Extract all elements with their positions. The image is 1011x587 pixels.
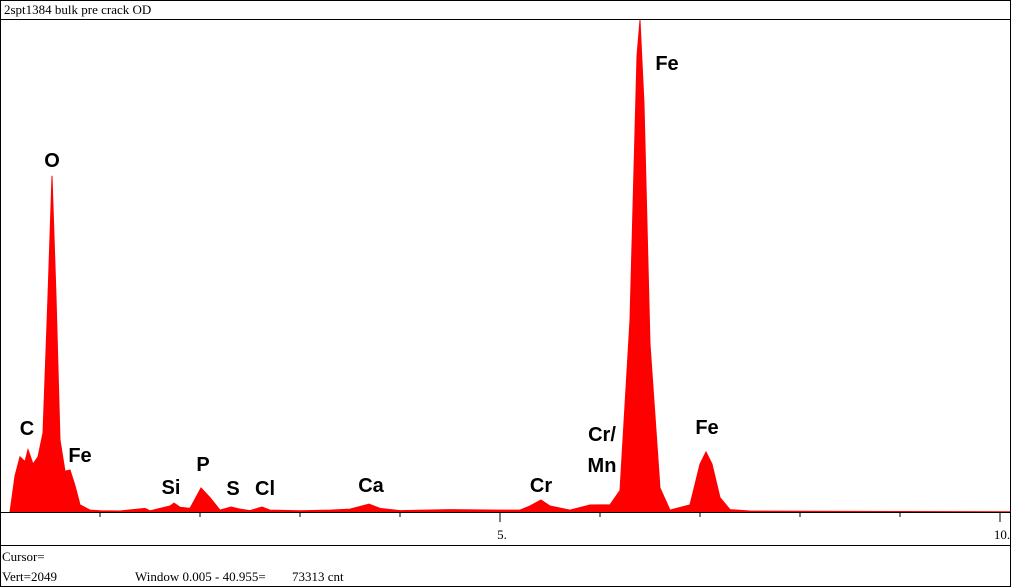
peak-label: Cr/: [588, 424, 616, 446]
peak-label: Cl: [255, 478, 275, 500]
cursor-label: Cursor=: [2, 549, 45, 564]
peak-label: Fe: [68, 445, 91, 467]
peak-label: P: [196, 454, 209, 476]
peak-label: O: [44, 150, 60, 172]
peak-label: Si: [162, 477, 181, 499]
x-tick-label: 5.: [497, 527, 507, 542]
window-label: Window 0.005 - 40.955=: [135, 569, 266, 584]
peak-label: Mn: [588, 455, 617, 477]
spectrum-area: [9, 19, 1011, 513]
peak-label: S: [226, 478, 239, 500]
chart-title: 2spt1384 bulk pre crack OD: [4, 2, 151, 17]
count-label: 73313 cnt: [292, 569, 344, 584]
peak-label: Fe: [655, 53, 678, 75]
vert-label: Vert=2049: [2, 569, 57, 584]
peak-label: C: [20, 418, 34, 440]
peak-label: Ca: [358, 475, 384, 497]
peak-label: Cr: [530, 475, 552, 497]
peak-label: Fe: [695, 417, 718, 439]
x-tick-label: 10.: [994, 527, 1010, 542]
